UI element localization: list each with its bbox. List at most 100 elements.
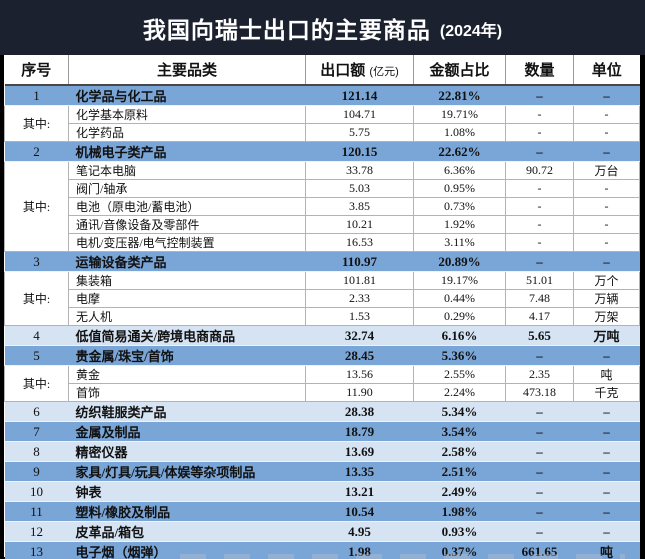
cell-unit: – <box>573 481 640 502</box>
table-row: 通讯/音像设备及零部件 10.21 1.92% - - <box>5 215 640 234</box>
cell-quantity: - <box>505 123 574 142</box>
table-row: 2 机械电子类产品 120.15 22.62% – – <box>4 141 640 162</box>
cell-share: 22.81% <box>413 85 506 106</box>
cell-unit: – <box>573 501 640 522</box>
table-row: 电摩 2.33 0.44% 7.48 万辆 <box>5 289 640 308</box>
cell-export-value: 110.97 <box>305 251 414 272</box>
cell-quantity: - <box>505 215 574 234</box>
cell-share: 5.34% <box>413 401 506 422</box>
cell-unit: – <box>573 521 640 542</box>
cell-quantity: 90.72 <box>505 161 574 180</box>
table-row: 7 金属及制品 18.79 3.54% – – <box>4 421 640 442</box>
cell-export-value: 10.54 <box>305 501 414 522</box>
cell-quantity: 2.35 <box>505 365 574 384</box>
cell-unit: - <box>573 215 640 234</box>
cell-quantity: 7.48 <box>505 289 574 308</box>
cell-category: 钟表 <box>68 481 306 502</box>
cell-unit: – <box>573 401 640 422</box>
cell-unit: – <box>573 345 640 366</box>
cell-share: 6.36% <box>413 161 506 180</box>
cell-category: 化学药品 <box>68 123 306 142</box>
cell-quantity: – <box>505 521 574 542</box>
cell-quantity: – <box>505 141 574 162</box>
cell-unit: 千克 <box>573 383 640 402</box>
cell-seq: 12 <box>4 521 69 542</box>
cell-unit: – <box>573 421 640 442</box>
page-title: 我国向瑞士出口的主要商品 <box>142 16 431 43</box>
cell-category: 阀门/轴承 <box>68 179 306 198</box>
cell-category: 化学品与化工品 <box>68 85 306 106</box>
header-quantity: 数量 <box>505 55 574 86</box>
cell-unit: 万个 <box>573 271 640 290</box>
table-row: 4 低值简易通关/跨境电商商品 32.74 6.16% 5.65 万吨 <box>4 325 640 346</box>
cell-quantity: - <box>505 233 574 252</box>
header-seq: 序号 <box>4 55 69 86</box>
cell-export-value: 104.71 <box>305 105 414 124</box>
cell-category: 笔记本电脑 <box>68 161 306 180</box>
cell-share: 3.54% <box>413 421 506 442</box>
title-year-suffix: (2024年) <box>439 23 503 40</box>
cell-unit: – <box>573 441 640 462</box>
cell-seq: 6 <box>4 401 69 422</box>
cell-unit: - <box>573 123 640 142</box>
header-row: 序号 主要品类 出口额 (亿元) 金额占比 数量 单位 <box>4 55 640 86</box>
cell-seq: 8 <box>4 441 69 462</box>
table-row: 首饰 11.90 2.24% 473.18 千克 <box>5 383 640 402</box>
cell-unit: – <box>573 141 640 162</box>
cell-category: 塑料/橡胶及制品 <box>68 501 306 522</box>
among-label: 其中: <box>4 365 69 402</box>
cell-export-value: 121.14 <box>305 85 414 106</box>
table-row: 11 塑料/橡胶及制品 10.54 1.98% – – <box>4 501 640 522</box>
cell-quantity: – <box>505 481 574 502</box>
cell-category: 金属及制品 <box>68 421 306 442</box>
cell-category: 贵金属/珠宝/首饰 <box>68 345 306 366</box>
table-row: 其中: 集装箱 101.81 19.17% 51.01 万个 <box>4 271 640 326</box>
cell-export-value: 18.79 <box>305 421 414 442</box>
header-unit: 单位 <box>573 55 640 86</box>
header-export-value-unit: (亿元) <box>369 66 399 78</box>
table-body: 1 化学品与化工品 121.14 22.81% – – 其中: 化学基本原料 104.71 19.… <box>4 85 640 559</box>
cell-share: 2.51% <box>413 461 506 482</box>
cell-unit: – <box>573 251 640 272</box>
cell-export-value: 5.75 <box>305 123 414 142</box>
cell-quantity: – <box>505 345 574 366</box>
cell-export-value: 2.33 <box>305 289 414 308</box>
cell-quantity: 51.01 <box>505 271 574 290</box>
cell-share: 19.71% <box>413 105 506 124</box>
cell-quantity: - <box>505 105 574 124</box>
cell-share: 0.93% <box>413 521 506 542</box>
header-category: 主要品类 <box>68 55 306 86</box>
cell-quantity: – <box>505 501 574 522</box>
cell-category: 精密仪器 <box>68 441 306 462</box>
cell-export-value: 13.35 <box>305 461 414 482</box>
cell-seq: 9 <box>4 461 69 482</box>
cell-unit: 万辆 <box>573 289 640 308</box>
cell-unit: 万台 <box>573 161 640 180</box>
cell-category: 无人机 <box>68 307 306 326</box>
cell-unit: - <box>573 197 640 216</box>
table-row: 8 精密仪器 13.69 2.58% – – <box>4 441 640 462</box>
table-row: 电池（原电池/蓄电池） 3.85 0.73% - - <box>5 197 640 216</box>
cell-export-value: 32.74 <box>305 325 414 346</box>
table-row: 9 家具/灯具/玩具/体娱等杂项制品 13.35 2.51% – – <box>4 461 640 482</box>
cell-share: 6.16% <box>413 325 506 346</box>
cell-share: 1.92% <box>413 215 506 234</box>
cell-share: 1.08% <box>413 123 506 142</box>
cell-seq: 10 <box>4 481 69 502</box>
cell-category: 黄金 <box>68 365 306 384</box>
cell-share: 2.58% <box>413 441 506 462</box>
cell-category: 家具/灯具/玩具/体娱等杂项制品 <box>68 461 306 482</box>
cell-category: 电子烟（烟弹） <box>68 541 306 559</box>
cell-unit: – <box>573 461 640 482</box>
cell-unit: - <box>573 105 640 124</box>
table-container: 序号 主要品类 出口额 (亿元) 金额占比 数量 单位 1 化学品与化工品 121.… <box>4 55 640 559</box>
cell-export-value: 1.98 <box>305 541 414 559</box>
cell-share: 0.95% <box>413 179 506 198</box>
cell-export-value: 3.85 <box>305 197 414 216</box>
table-row: 无人机 1.53 0.29% 4.17 万架 <box>5 307 640 326</box>
cell-share: 2.55% <box>413 365 506 384</box>
header-share: 金额占比 <box>413 55 506 86</box>
table-row: 12 皮革品/箱包 4.95 0.93% – – <box>4 521 640 542</box>
among-label: 其中: <box>4 271 69 326</box>
cell-share: 0.37% <box>413 541 506 559</box>
